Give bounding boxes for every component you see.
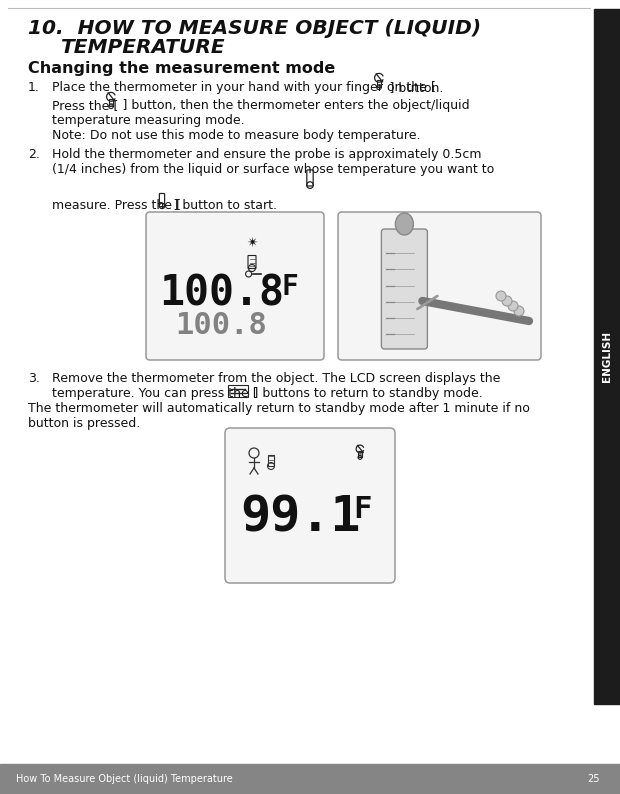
Bar [228, 385, 248, 397]
FancyBboxPatch shape [225, 428, 395, 583]
Text: (1/4 inches) from the liquid or surface whose temperature you want to: (1/4 inches) from the liquid or surface … [52, 163, 494, 176]
Text: ] button.: ] button. [387, 81, 443, 94]
Text: ] buttons to return to standby mode.: ] buttons to return to standby mode. [251, 387, 483, 400]
Text: 1.: 1. [28, 81, 40, 94]
Text: 99.1: 99.1 [240, 493, 361, 541]
Text: Note: Do not use this mode to measure body temperature.: Note: Do not use this mode to measure bo… [52, 129, 420, 142]
Circle shape [514, 306, 524, 316]
Text: 100.8: 100.8 [159, 272, 284, 314]
Text: ] button to start.: ] button to start. [171, 198, 277, 211]
Text: Place the thermometer in your hand with your finger on the [: Place the thermometer in your hand with … [52, 81, 438, 94]
Text: measure. Press the [: measure. Press the [ [52, 198, 184, 211]
Ellipse shape [396, 213, 414, 235]
Text: Hold the thermometer and ensure the probe is approximately 0.5cm: Hold the thermometer and ensure the prob… [52, 148, 482, 161]
FancyBboxPatch shape [381, 229, 427, 349]
Text: Changing the measurement mode: Changing the measurement mode [28, 61, 335, 76]
Circle shape [508, 301, 518, 311]
Text: 3.: 3. [28, 372, 40, 385]
Bar [377, 80, 381, 87]
Text: The thermometer will automatically return to standby mode after 1 minute if no: The thermometer will automatically retur… [28, 402, 530, 415]
Bar [358, 451, 361, 457]
Text: button is pressed.: button is pressed. [28, 417, 140, 430]
Bar [268, 455, 274, 466]
Text: ] button, then the thermometer enters the object/liquid: ] button, then the thermometer enters th… [120, 99, 469, 112]
Text: How To Measure Object (liquid) Temperature: How To Measure Object (liquid) Temperatu… [16, 774, 232, 784]
FancyBboxPatch shape [146, 212, 324, 360]
Text: temperature measuring mode.: temperature measuring mode. [52, 114, 245, 127]
Circle shape [502, 296, 512, 306]
FancyBboxPatch shape [338, 212, 541, 360]
Text: TEMPERATURE: TEMPERATURE [60, 38, 224, 57]
Text: 25: 25 [588, 774, 600, 784]
Circle shape [496, 291, 506, 301]
Text: F: F [353, 495, 372, 523]
Text: temperature. You can press the [: temperature. You can press the [ [52, 387, 260, 400]
Text: ENGLISH: ENGLISH [602, 331, 612, 382]
Bar [594, 9, 620, 704]
Text: ✴: ✴ [246, 236, 258, 250]
Text: F: F [281, 273, 298, 301]
Text: 2.: 2. [28, 148, 40, 161]
Text: 100.8: 100.8 [175, 310, 267, 340]
Text: 10.  HOW TO MEASURE OBJECT (LIQUID): 10. HOW TO MEASURE OBJECT (LIQUID) [28, 19, 481, 38]
Bar [109, 99, 113, 106]
Text: Remove the thermometer from the object. The LCD screen displays the: Remove the thermometer from the object. … [52, 372, 500, 385]
Bar [0, 764, 620, 794]
Text: Press the [: Press the [ [52, 99, 121, 112]
